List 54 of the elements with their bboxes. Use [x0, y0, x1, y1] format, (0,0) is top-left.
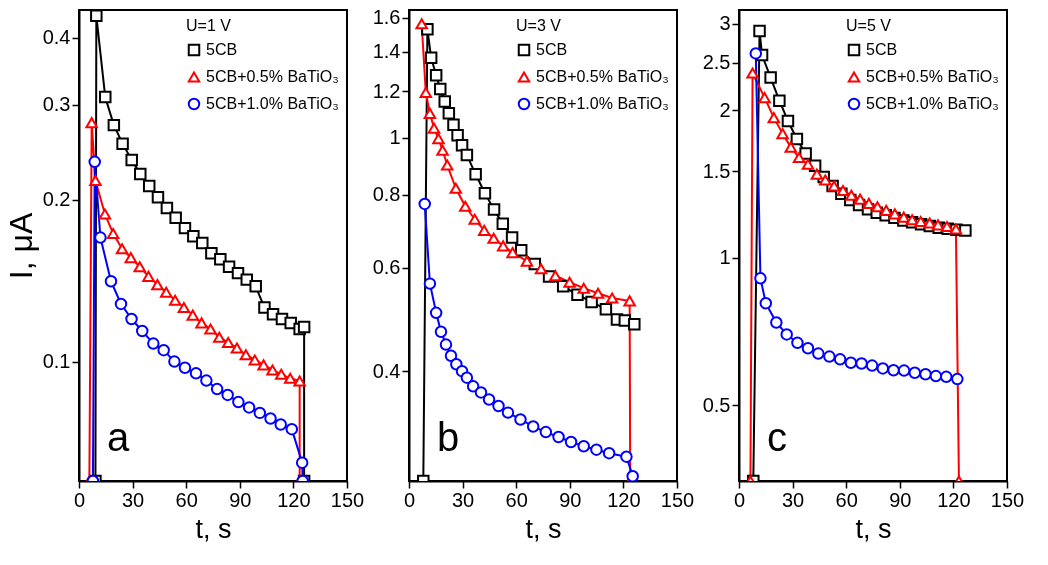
legend-title: U=3 V	[516, 17, 562, 34]
y-tick-label: 0.4	[42, 26, 71, 49]
legend-label: 5CB	[866, 41, 898, 58]
y-tick-label: 1.2	[372, 79, 401, 102]
y-tick-label: 0.5	[702, 393, 731, 416]
y-tick-label: 1	[389, 126, 401, 149]
y-tick-label: 1	[719, 246, 731, 269]
legend-label: 5CB+0.5% BaTiO₃	[866, 68, 999, 85]
x-tick-label: 30	[121, 488, 145, 511]
y-tick-label: 0.1	[42, 350, 71, 373]
x-tick-label: 150	[330, 488, 365, 511]
y-tick-label: 0.6	[372, 256, 401, 279]
legend-label: 5CB+1.0% BaTiO₃	[536, 95, 669, 112]
x-axis-title: t, s	[525, 513, 562, 544]
legend-label: 5CB+0.5% BaTiO₃	[206, 68, 339, 85]
y-tick-label: 0.2	[42, 188, 71, 211]
x-tick-label: 120	[937, 488, 971, 511]
legend-label: 5CB+1.0% BaTiO₃	[866, 95, 999, 112]
y-axis-title: I, μA	[2, 212, 39, 280]
y-tick-label: 1.5	[702, 159, 731, 182]
y-tick-label: 3	[719, 12, 731, 35]
x-tick-label: 90	[559, 488, 582, 511]
y-tick-label: 1.4	[372, 40, 401, 63]
x-tick-label: 150	[660, 488, 695, 511]
y-tick-label: 1.6	[372, 6, 401, 29]
x-tick-label: 30	[451, 488, 475, 511]
x-tick-label: 0	[733, 488, 746, 511]
y-tick-label: 0.4	[372, 359, 401, 382]
annotation: b	[437, 415, 460, 459]
x-tick-label: 0	[403, 488, 416, 511]
legend-label: 5CB	[536, 41, 568, 58]
x-tick-label: 90	[229, 488, 252, 511]
x-tick-label: 60	[175, 488, 198, 511]
x-tick-label: 150	[990, 488, 1025, 511]
x-tick-label: 0	[73, 488, 86, 511]
x-tick-label: 120	[607, 488, 641, 511]
y-tick-label: 2	[719, 98, 731, 121]
y-tick-label: 0.8	[372, 183, 401, 206]
legend-label: 5CB	[206, 41, 238, 58]
y-tick-label: 0.3	[42, 93, 71, 116]
x-tick-label: 60	[505, 488, 528, 511]
legend-title: U=5 V	[846, 17, 892, 34]
x-tick-label: 90	[889, 488, 912, 511]
x-tick-label: 120	[277, 488, 311, 511]
x-tick-label: 60	[835, 488, 858, 511]
x-axis-title: t, s	[195, 513, 232, 544]
x-axis-title: t, s	[855, 513, 892, 544]
legend-label: 5CB+1.0% BaTiO₃	[206, 95, 339, 112]
annotation: c	[767, 415, 787, 459]
legend-label: 5CB+0.5% BaTiO₃	[536, 68, 669, 85]
x-tick-label: 30	[781, 488, 805, 511]
y-tick-label: 2.5	[702, 51, 731, 74]
annotation: a	[107, 415, 130, 459]
legend-title: U=1 V	[186, 17, 232, 34]
